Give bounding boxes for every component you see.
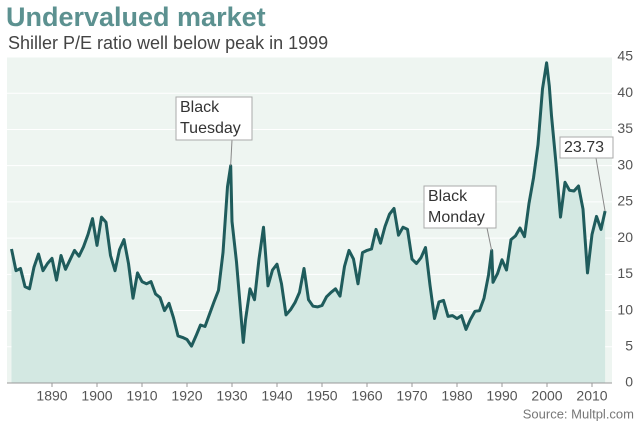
annotation-text: Black bbox=[428, 188, 468, 205]
annotation-box bbox=[423, 185, 497, 229]
annotation-pointer bbox=[230, 139, 233, 166]
y-tick-label: 30 bbox=[617, 156, 633, 172]
y-tick-label: 40 bbox=[617, 84, 633, 100]
line bbox=[10, 61, 607, 348]
chart-subtitle: Shiller P/E ratio well below peak in 199… bbox=[8, 33, 328, 53]
x-tick-label: 1890 bbox=[36, 388, 67, 404]
x-tick-label: 1940 bbox=[261, 388, 292, 404]
x-tick-label: 1930 bbox=[216, 388, 247, 404]
x-tick-label: 2000 bbox=[531, 388, 562, 404]
area bbox=[11, 62, 606, 384]
y-tick-label: 10 bbox=[617, 301, 633, 317]
annotation-text: Tuesday bbox=[180, 120, 241, 137]
y-tick-label: 5 bbox=[625, 337, 633, 353]
x-tick-label: 1960 bbox=[351, 388, 382, 404]
x-tick-label: 1920 bbox=[171, 388, 202, 404]
annotation-text: 23.73 bbox=[564, 139, 604, 156]
x-tick-label: 1980 bbox=[441, 388, 472, 404]
annotation-box bbox=[175, 96, 253, 141]
x-tick-label: 1990 bbox=[486, 388, 517, 404]
annotation-box bbox=[559, 136, 614, 159]
y-tick-label: 25 bbox=[617, 193, 633, 209]
annotation-text: Monday bbox=[428, 209, 485, 226]
x-tick-label: 1900 bbox=[81, 388, 112, 404]
x-tick-label: 1910 bbox=[126, 388, 157, 404]
annotation-pointer bbox=[486, 227, 493, 251]
chart-title: Undervalued market bbox=[6, 2, 266, 32]
x-tick-label: 1970 bbox=[396, 388, 427, 404]
annotation-pointer bbox=[595, 157, 606, 212]
y-tick-label: 0 bbox=[625, 374, 633, 390]
y-tick-label: 15 bbox=[617, 265, 633, 281]
annotation-text: Black bbox=[180, 99, 220, 116]
y-tick-label: 45 bbox=[617, 48, 633, 64]
y-tick-label: 20 bbox=[617, 229, 633, 245]
y-tick-label: 35 bbox=[617, 120, 633, 136]
x-tick-label: 1950 bbox=[306, 388, 337, 404]
source-note: Source: Multpl.com bbox=[523, 406, 634, 421]
x-tick-label: 2010 bbox=[576, 388, 607, 404]
